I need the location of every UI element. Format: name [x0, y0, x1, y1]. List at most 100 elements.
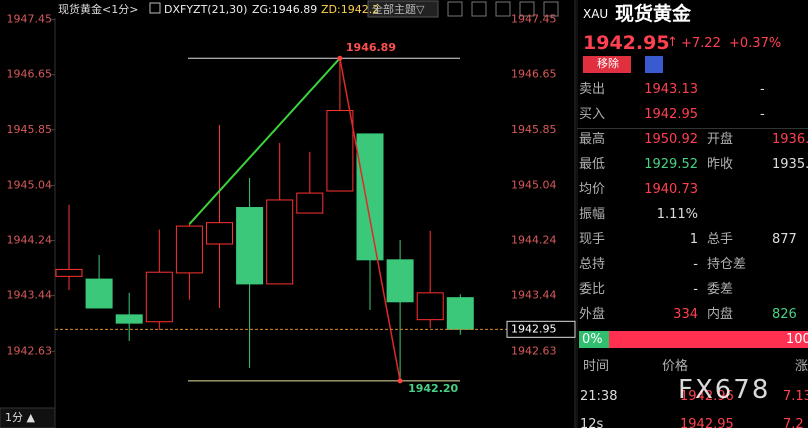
last-price-label: 1942.95 — [511, 322, 557, 335]
row-separator — [577, 128, 808, 129]
tool-icon[interactable] — [519, 1, 535, 17]
row-label: 最高 — [579, 132, 606, 147]
trade-cell: 1942.95 — [680, 417, 734, 428]
candle-body — [356, 133, 384, 261]
row-label: 外盘 — [579, 307, 606, 322]
indicator-icon[interactable] — [149, 2, 161, 14]
y-tick-label: 1943.44 — [511, 289, 557, 302]
row-value2: 1935. — [772, 157, 808, 172]
row-value2: 877 — [772, 232, 797, 247]
row-value: 334 — [673, 307, 698, 322]
candle-body — [326, 110, 354, 192]
row-label2: 委差 — [707, 282, 734, 297]
tool-icon[interactable] — [543, 1, 559, 17]
trade-cell: 7.2 — [783, 417, 804, 428]
zd-point — [397, 378, 403, 384]
candle-body — [416, 292, 444, 321]
row-label2: 昨收 — [707, 157, 734, 172]
row-value: - — [693, 282, 698, 297]
candle-body — [236, 207, 264, 285]
row-value: 1950.92 — [644, 132, 698, 147]
trades-header: 价格 — [662, 359, 689, 374]
ratio-bar-left — [579, 331, 609, 348]
tool-icon[interactable] — [471, 1, 487, 17]
y-tick-label: 1947.45 — [7, 13, 53, 26]
candle-body — [115, 314, 143, 324]
row-value: 1 — [689, 232, 698, 247]
y-tick-label: 1942.63 — [7, 344, 53, 357]
y-tick-label: 1945.04 — [7, 179, 53, 192]
row-value: 1943.13 — [644, 82, 698, 97]
trades-header: 时间 — [583, 359, 610, 374]
row-label: 均价 — [579, 182, 606, 197]
y-tick-label: 1946.65 — [7, 68, 53, 81]
y-tick-label: 1946.65 — [511, 68, 557, 81]
row-value: 1.11% — [656, 207, 698, 222]
period-label[interactable]: 1分 ▲ — [5, 411, 35, 424]
tool-icon[interactable] — [447, 1, 463, 17]
candle-body — [55, 268, 83, 277]
candle-body — [145, 271, 173, 323]
row-value: - — [693, 257, 698, 272]
y-tick-label: 1944.24 — [511, 234, 557, 247]
trend-down — [339, 58, 401, 382]
y-tick-label: 1944.24 — [7, 234, 53, 247]
trend-up — [188, 57, 341, 225]
bell-button[interactable] — [645, 56, 663, 73]
candle-body — [446, 297, 474, 330]
row-label2: 持仓差 — [707, 257, 747, 272]
zg-label: ZG:1946.89 — [252, 3, 317, 16]
y-tick-label: 1945.85 — [7, 123, 53, 136]
trade-cell: 1942.96 — [680, 389, 734, 404]
change: +7.22 — [681, 36, 721, 51]
watermark: FX678 — [678, 375, 771, 405]
row-value2: 826 — [772, 307, 797, 322]
candle-body — [175, 225, 203, 274]
indicator-name: DXFYZT(21,30) — [164, 3, 247, 16]
y-tick-label: 1945.85 — [511, 123, 557, 136]
zg-value: 1946.89 — [346, 41, 396, 54]
change-pct: +0.37% — [729, 36, 782, 51]
row-label2: 开盘 — [707, 132, 734, 147]
y-tick-label: 1945.04 — [511, 179, 557, 192]
row-value2: - — [760, 82, 765, 97]
row-label: 总持 — [579, 257, 606, 272]
symbol-label[interactable]: 现货黄金<1分> — [58, 2, 138, 16]
candle-body — [206, 222, 233, 245]
candle-body — [296, 192, 324, 214]
zd-value: 1942.20 — [408, 382, 458, 395]
ratio-bar-right — [609, 331, 808, 348]
y-tick-label: 1943.44 — [7, 289, 53, 302]
row-label: 现手 — [579, 232, 606, 247]
tool-icon[interactable] — [495, 1, 511, 17]
candle-body — [266, 199, 294, 285]
remove-button[interactable]: 移除 — [583, 56, 631, 73]
theme-select[interactable] — [367, 0, 439, 18]
row-value2: 1936. — [772, 132, 808, 147]
instrument-name: 现货黄金 — [615, 3, 692, 25]
ratio-left: 0% — [582, 332, 603, 347]
row-label: 卖出 — [579, 82, 606, 97]
y-tick-label: 1947.45 — [511, 13, 557, 26]
trade-cell: 12s — [580, 417, 604, 428]
row-label: 委比 — [579, 282, 606, 297]
row-label: 振幅 — [579, 207, 606, 222]
row-value2: - — [760, 107, 765, 122]
row-value: 1942.95 — [644, 107, 698, 122]
last-price-box — [506, 320, 576, 338]
row-value: 1929.52 — [644, 157, 698, 172]
y-tick-label: 1942.63 — [511, 344, 557, 357]
row-label2: 内盘 — [707, 307, 734, 322]
zd-label: ZD:1942.2 — [321, 3, 379, 16]
zg-point — [337, 55, 343, 61]
row-label2: 总手 — [707, 232, 734, 247]
period-button[interactable] — [0, 407, 56, 428]
trades-header: 涨 — [795, 359, 808, 374]
candle-body — [85, 278, 113, 309]
candle-body — [386, 259, 414, 303]
ratio-right: 100 — [786, 332, 808, 347]
theme-label[interactable]: 全部主题▽ — [372, 2, 425, 16]
symbol: XAU — [583, 7, 609, 21]
